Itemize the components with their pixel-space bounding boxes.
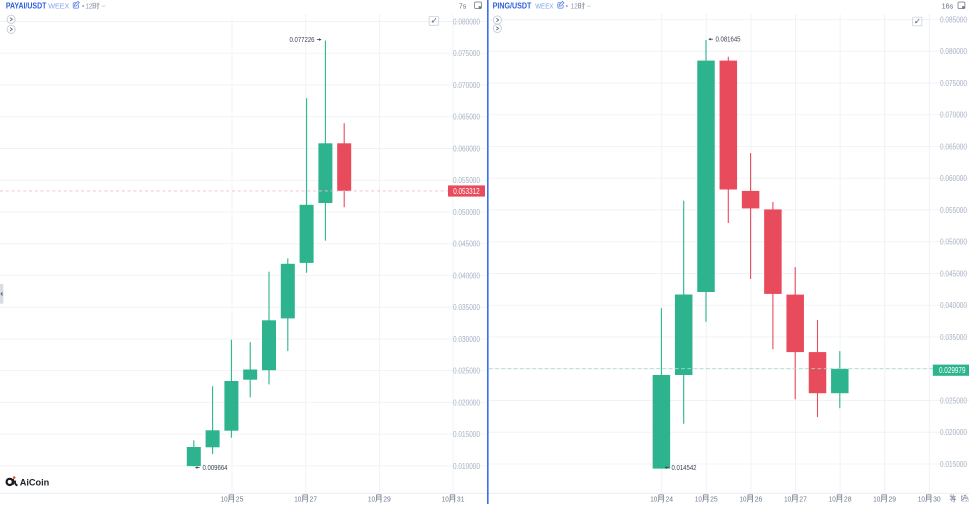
svg-text:10: 10 [650, 494, 657, 503]
svg-text:PING/USDT: PING/USDT [493, 2, 532, 11]
svg-text:AiCoin: AiCoin [20, 477, 50, 488]
svg-text:10: 10 [368, 494, 375, 503]
svg-text:0.077226: 0.077226 [290, 35, 315, 44]
svg-text:0.030000: 0.030000 [453, 335, 480, 344]
svg-text:0.035000: 0.035000 [940, 333, 967, 342]
svg-text:27: 27 [310, 494, 318, 503]
svg-text:0.015000: 0.015000 [453, 430, 480, 439]
svg-text:0.045000: 0.045000 [940, 269, 967, 278]
svg-text:PAYAI/USDT: PAYAI/USDT [6, 2, 47, 11]
svg-text:16s: 16s [942, 2, 954, 11]
svg-text:0.025000: 0.025000 [940, 396, 967, 405]
svg-text:0.050000: 0.050000 [940, 238, 967, 247]
svg-text:0.015000: 0.015000 [940, 460, 967, 469]
svg-text:0.045000: 0.045000 [453, 240, 480, 249]
svg-text:0.025000: 0.025000 [453, 367, 480, 376]
svg-text:0.075000: 0.075000 [940, 79, 967, 88]
svg-text:10: 10 [221, 494, 228, 503]
svg-text:0.080000: 0.080000 [453, 17, 480, 26]
svg-text:10: 10 [918, 494, 925, 503]
svg-text:0.065000: 0.065000 [940, 143, 967, 152]
svg-text:0.035000: 0.035000 [453, 303, 480, 312]
svg-text:10: 10 [695, 494, 702, 503]
svg-text:WEEX: WEEX [535, 2, 553, 11]
svg-text:0.060000: 0.060000 [940, 174, 967, 183]
svg-text:28: 28 [844, 494, 852, 503]
svg-text:25: 25 [710, 494, 718, 503]
svg-text:25: 25 [236, 494, 244, 503]
svg-text:0.060000: 0.060000 [453, 144, 480, 153]
svg-text:WEEX: WEEX [48, 2, 69, 11]
svg-text:10: 10 [829, 494, 836, 503]
svg-text:0.075000: 0.075000 [453, 49, 480, 58]
svg-text:0.010000: 0.010000 [453, 462, 480, 471]
svg-text:0.020000: 0.020000 [940, 428, 967, 437]
svg-text:0.029979: 0.029979 [939, 366, 966, 375]
svg-text:27: 27 [799, 494, 807, 503]
svg-text:29: 29 [889, 494, 897, 503]
svg-text:31: 31 [457, 494, 465, 503]
svg-text:0.009664: 0.009664 [203, 463, 228, 472]
svg-text:0.055000: 0.055000 [453, 176, 480, 185]
svg-text:26: 26 [755, 494, 763, 503]
svg-text:0.014542: 0.014542 [672, 463, 697, 472]
svg-text:0.085000: 0.085000 [940, 16, 967, 25]
svg-text:0.070000: 0.070000 [940, 111, 967, 120]
svg-text:7s: 7s [459, 2, 467, 11]
svg-text:10: 10 [873, 494, 880, 503]
svg-text:12: 12 [85, 2, 92, 11]
svg-text:0.080000: 0.080000 [940, 47, 967, 56]
svg-text:0.040000: 0.040000 [940, 301, 967, 310]
svg-text:29: 29 [383, 494, 391, 503]
svg-text:0.050000: 0.050000 [453, 208, 480, 217]
svg-text:0.040000: 0.040000 [453, 271, 480, 280]
svg-text:30: 30 [933, 494, 941, 503]
svg-text:10: 10 [740, 494, 747, 503]
svg-text:0.081645: 0.081645 [716, 35, 741, 44]
svg-text:10: 10 [784, 494, 791, 503]
svg-text:0.070000: 0.070000 [453, 81, 480, 90]
svg-text:24: 24 [666, 494, 674, 503]
svg-text:12: 12 [571, 2, 578, 11]
svg-text:10: 10 [294, 494, 301, 503]
svg-text:0.053312: 0.053312 [453, 187, 480, 196]
svg-text:10: 10 [442, 494, 449, 503]
svg-text:0.055000: 0.055000 [940, 206, 967, 215]
svg-text:0.065000: 0.065000 [453, 113, 480, 122]
svg-text:0.020000: 0.020000 [453, 398, 480, 407]
